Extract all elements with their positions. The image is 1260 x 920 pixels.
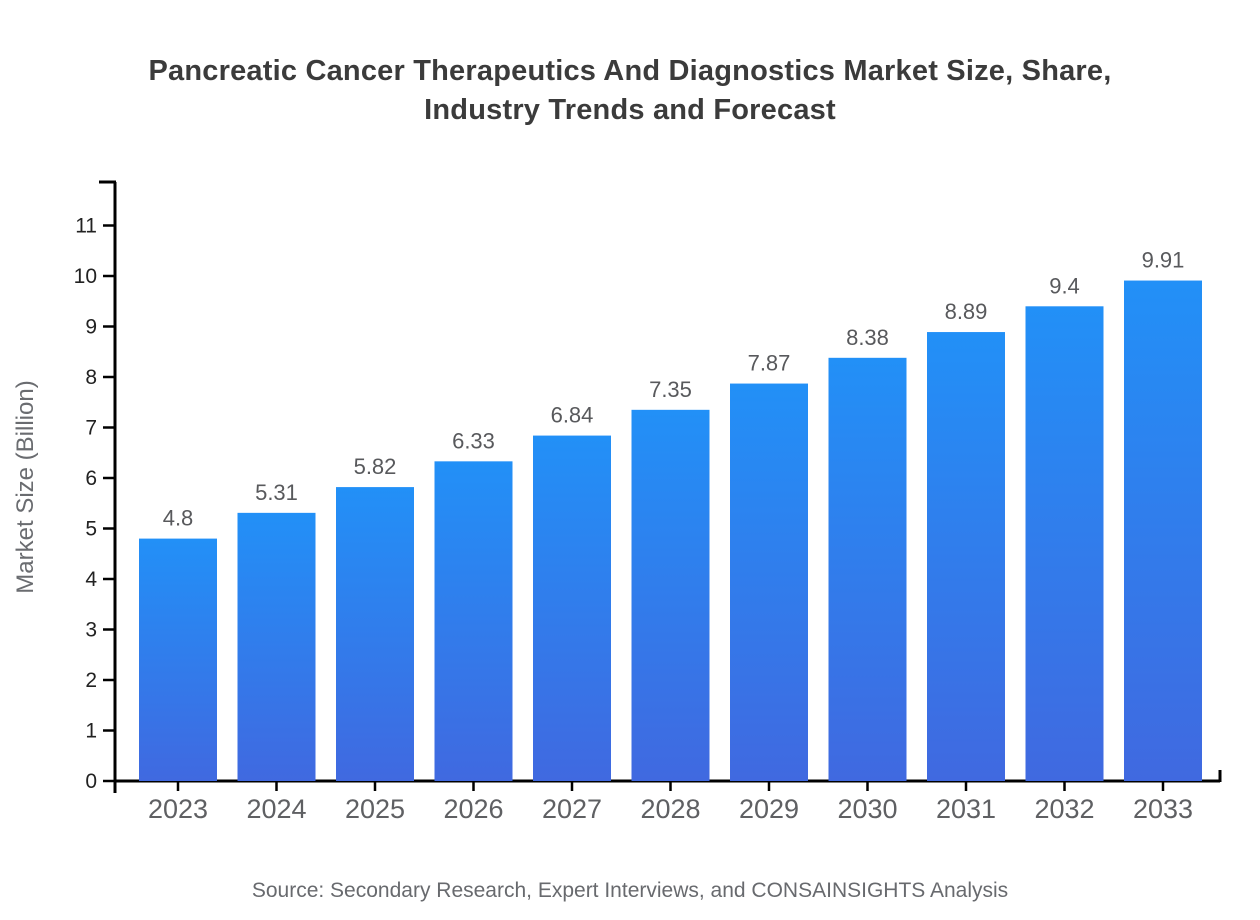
y-tick-label: 0 bbox=[85, 770, 97, 793]
y-tick-label: 4 bbox=[85, 568, 97, 591]
bar-2025 bbox=[336, 487, 414, 781]
x-tick-label: 2027 bbox=[542, 794, 602, 824]
bar-2023 bbox=[139, 538, 217, 781]
bar-2030 bbox=[828, 357, 907, 781]
bar-2027 bbox=[533, 435, 611, 781]
chart-title: Pancreatic Cancer Therapeutics And Diagn… bbox=[0, 52, 1260, 130]
x-tick-label: 2031 bbox=[936, 794, 996, 824]
bar-value-label: 4.8 bbox=[163, 506, 194, 531]
chart-title-line2: Industry Trends and Forecast bbox=[424, 94, 836, 126]
x-tick-label: 2023 bbox=[148, 794, 208, 824]
bar-2029 bbox=[730, 383, 808, 781]
x-tick-label: 2028 bbox=[640, 794, 700, 824]
x-tick-label: 2033 bbox=[1133, 794, 1193, 824]
x-tick-label: 2030 bbox=[837, 794, 897, 824]
bar-value-label: 5.31 bbox=[255, 480, 298, 505]
bar-2032 bbox=[1025, 306, 1104, 781]
bar-value-label: 7.35 bbox=[649, 377, 692, 402]
y-tick-label: 1 bbox=[85, 720, 97, 743]
bar-2024 bbox=[237, 512, 316, 781]
bar-2033 bbox=[1124, 280, 1202, 781]
bar-2026 bbox=[434, 461, 513, 781]
bar-value-label: 6.33 bbox=[452, 428, 495, 453]
chart-title-line1: Pancreatic Cancer Therapeutics And Diagn… bbox=[148, 55, 1112, 87]
y-tick-label: 11 bbox=[75, 215, 97, 238]
x-tick-label: 2025 bbox=[345, 794, 405, 824]
bar-2028 bbox=[631, 409, 710, 781]
y-tick-label: 3 bbox=[85, 619, 97, 642]
y-tick-label: 9 bbox=[85, 316, 97, 339]
y-tick-label: 5 bbox=[85, 518, 97, 541]
y-tick-label: 6 bbox=[85, 467, 97, 490]
bars-group: 4.8 5.31 5.82 6.33 6.84 7.35 7.87 8.38 8.89 9.4 9.… bbox=[139, 248, 1202, 781]
y-tick-label: 8 bbox=[85, 366, 97, 389]
bar-value-label: 6.84 bbox=[551, 403, 594, 428]
y-tick-label: 7 bbox=[85, 417, 97, 440]
x-tick-label: 2026 bbox=[443, 794, 503, 824]
bar-value-label: 9.91 bbox=[1142, 248, 1185, 273]
x-tick-label: 2032 bbox=[1034, 794, 1094, 824]
x-tick-label: 2029 bbox=[739, 794, 799, 824]
x-tick-label: 2024 bbox=[246, 794, 306, 824]
source-caption: Source: Secondary Research, Expert Inter… bbox=[251, 879, 1009, 902]
bar-value-label: 5.82 bbox=[354, 454, 397, 479]
bar-value-label: 9.4 bbox=[1049, 273, 1080, 298]
y-tick-label: 2 bbox=[85, 669, 97, 692]
bar-2031 bbox=[927, 332, 1005, 781]
bar-value-label: 7.87 bbox=[748, 351, 791, 376]
bar-value-label: 8.38 bbox=[846, 325, 889, 350]
axes: 0 1 2 3 4 5 6 7 8 9 10 11 2023 2024 2025 2026 2027 2028 20… bbox=[74, 180, 1222, 824]
bar-value-label: 8.89 bbox=[945, 299, 988, 324]
y-axis-title: Market Size (Billion) bbox=[12, 380, 39, 593]
y-tick-label: 10 bbox=[74, 265, 97, 288]
